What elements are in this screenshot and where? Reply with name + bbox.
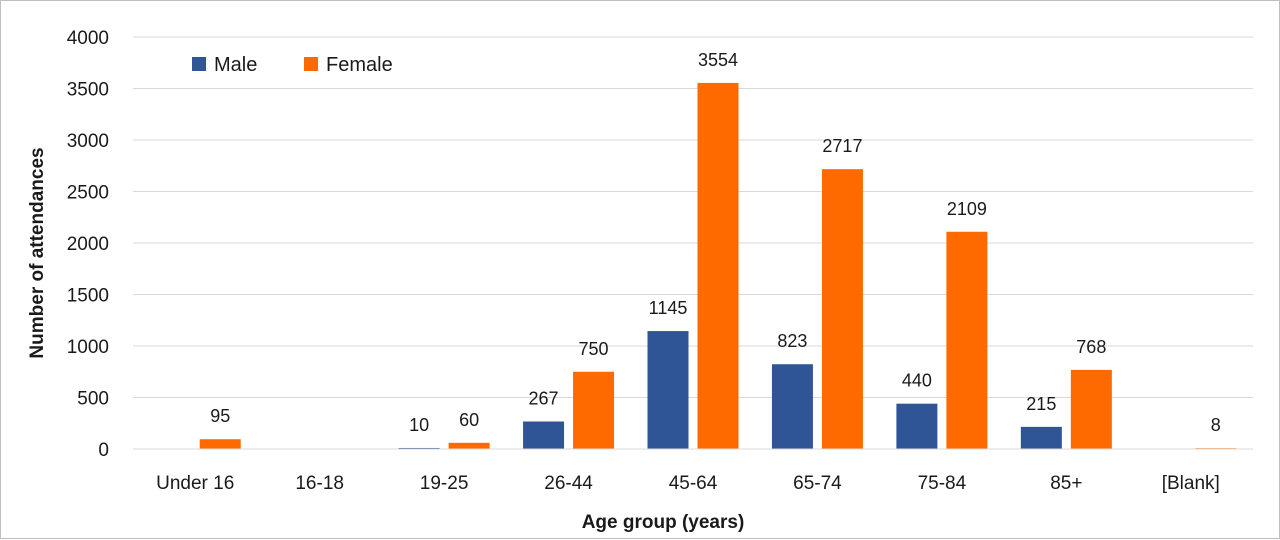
y-tick-label: 1000 xyxy=(67,337,109,358)
x-tick-label: 75-84 xyxy=(918,473,967,494)
gridlines xyxy=(133,36,1253,398)
legend-swatch-male xyxy=(192,57,206,71)
bar-female xyxy=(1070,369,1112,449)
x-tick-label: [Blank] xyxy=(1162,473,1220,494)
y-axis-ticks: 0 500 1000 1500 2000 2500 3000 3500 4000 xyxy=(67,28,109,461)
y-tick-label: 1500 xyxy=(67,286,109,307)
bar-male xyxy=(771,364,813,449)
legend-label-female: Female xyxy=(326,54,393,76)
x-tick-label: 26-44 xyxy=(544,473,593,494)
bar-male xyxy=(398,447,440,449)
y-tick-label: 0 xyxy=(98,440,109,461)
y-tick-label: 500 xyxy=(77,389,109,410)
x-tick-label: 85+ xyxy=(1050,473,1082,494)
data-label: 2109 xyxy=(947,199,987,219)
y-tick-label: 3500 xyxy=(67,80,109,101)
data-label: 10 xyxy=(409,415,429,435)
x-tick-label: 65-74 xyxy=(793,473,842,494)
bar-female xyxy=(697,82,739,450)
legend-swatch-female xyxy=(304,57,318,71)
bar-female xyxy=(199,439,241,449)
y-tick-label: 2500 xyxy=(67,183,109,204)
data-label: 768 xyxy=(1076,337,1106,357)
data-label: 95 xyxy=(210,406,230,426)
x-tick-label: 19-25 xyxy=(420,473,469,494)
bar-male xyxy=(1020,426,1062,449)
y-tick-label: 4000 xyxy=(67,28,109,49)
bar-male xyxy=(896,403,938,449)
bars xyxy=(199,82,1237,450)
legend: Male Female xyxy=(192,54,393,76)
bar-female xyxy=(448,442,490,449)
legend-label-male: Male xyxy=(214,54,257,76)
x-tick-label: 45-64 xyxy=(669,473,718,494)
data-label: 60 xyxy=(459,410,479,430)
x-axis-ticks: Under 16 16-18 19-25 26-44 45-64 65-74 75-84 85… xyxy=(156,473,1220,494)
data-labels: 95 10 60 267 750 1145 3554 823 2717 440 2109 215 768… xyxy=(210,50,1221,435)
bar-female xyxy=(821,169,863,450)
data-label: 440 xyxy=(902,371,932,391)
y-axis-title: Number of attendances xyxy=(27,147,48,358)
bar-male xyxy=(523,421,565,449)
bar-female xyxy=(573,371,615,449)
data-label: 3554 xyxy=(698,50,738,70)
data-label: 267 xyxy=(529,388,559,408)
data-label: 215 xyxy=(1026,394,1056,414)
bar-male xyxy=(647,331,689,449)
y-tick-label: 3000 xyxy=(67,131,109,152)
x-tick-label: Under 16 xyxy=(156,473,234,494)
data-label: 823 xyxy=(777,331,807,351)
data-label: 1145 xyxy=(649,298,688,318)
data-label: 750 xyxy=(579,339,609,359)
bar-female xyxy=(946,231,988,449)
y-tick-label: 2000 xyxy=(67,234,109,255)
x-tick-label: 16-18 xyxy=(295,473,344,494)
data-label: 2717 xyxy=(822,136,862,156)
x-axis-title: Age group (years) xyxy=(582,512,745,533)
data-label: 8 xyxy=(1211,415,1221,435)
